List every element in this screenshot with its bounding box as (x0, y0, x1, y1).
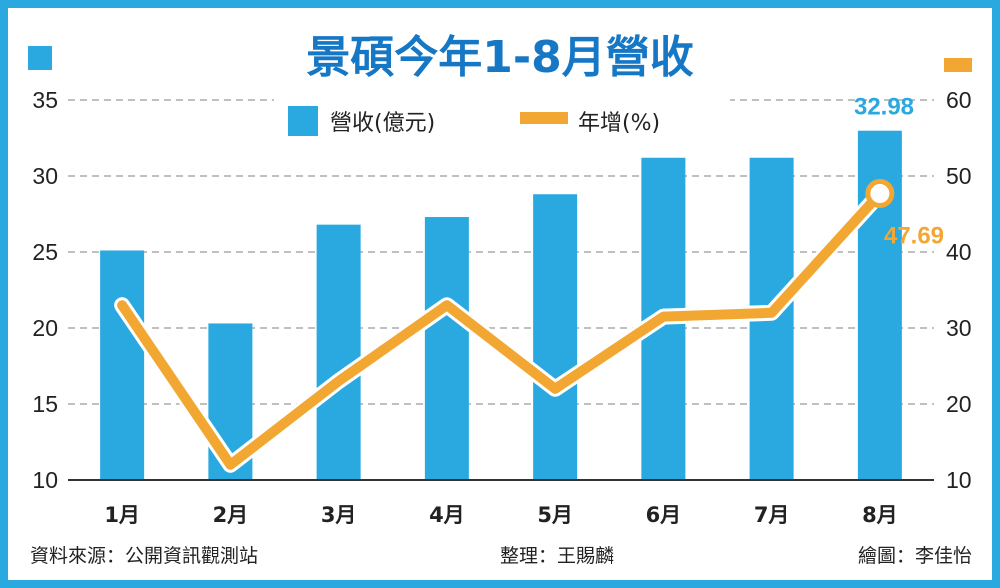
bar (316, 224, 361, 480)
left-axis-swatch (28, 46, 52, 70)
legend: 營收(億元) 年增(%) (274, 96, 730, 144)
bar (424, 217, 469, 481)
line-path (117, 188, 885, 470)
chart-title: 景碩今年1-8月營收 (306, 32, 694, 83)
x-axis: 1月 2月 3月 4月 5月 6月 7月 8月 (104, 503, 897, 527)
bar (533, 194, 578, 481)
x-tick-label: 8月 (862, 503, 898, 527)
y-right-tick-label: 50 (946, 163, 972, 189)
y-right-tick-label: 60 (946, 87, 972, 113)
y-left-tick-label: 35 (32, 87, 58, 113)
y-right-tick-label: 30 (946, 315, 972, 341)
line-series (114, 179, 895, 473)
y-axis-left: 10 15 20 25 30 35 (32, 87, 58, 493)
y-right-tick-label: 10 (946, 467, 972, 493)
grid (68, 99, 934, 405)
y-left-tick-label: 10 (32, 467, 58, 493)
line-end-marker (865, 179, 895, 209)
x-tick-label: 7月 (754, 503, 790, 527)
x-tick-label: 6月 (646, 503, 682, 527)
x-tick-label: 1月 (104, 503, 140, 527)
legend-bar-swatch (288, 106, 318, 136)
y-left-tick-label: 25 (32, 239, 58, 265)
y-left-tick-label: 15 (32, 391, 58, 417)
legend-line-label: 年增(%) (578, 111, 660, 136)
legend-bar-label: 營收(億元) (330, 111, 435, 136)
y-axis-right: 10 20 30 40 50 60 (946, 87, 972, 493)
x-tick-label: 5月 (537, 503, 573, 527)
right-axis-swatch (944, 58, 972, 72)
y-right-tick-label: 40 (946, 239, 972, 265)
y-right-tick-label: 20 (946, 391, 972, 417)
legend-line-swatch (520, 112, 568, 124)
bar (100, 250, 145, 480)
x-tick-label: 4月 (429, 503, 465, 527)
artist-text: 繪圖：李佳怡 (858, 545, 972, 567)
x-tick-label: 3月 (321, 503, 357, 527)
y-left-tick-label: 30 (32, 163, 58, 189)
source-text: 資料來源：公開資訊觀測站 (30, 545, 258, 567)
bar-data-label: 32.98 (854, 94, 914, 121)
line-data-label: 47.69 (884, 223, 944, 250)
legend-box (274, 96, 730, 144)
x-tick-label: 2月 (213, 503, 249, 527)
editor-text: 整理：王賜麟 (500, 545, 614, 567)
y-left-tick-label: 20 (32, 315, 58, 341)
